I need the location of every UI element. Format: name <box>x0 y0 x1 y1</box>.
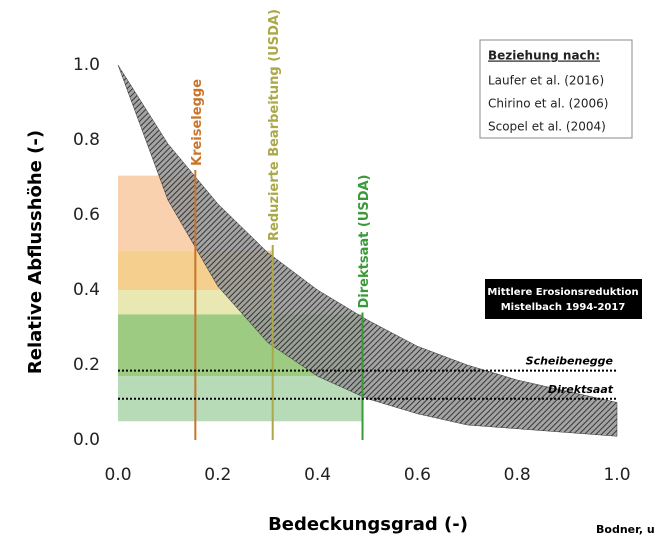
info-box-text: Mistelbach 1994-2017 <box>501 302 626 313</box>
legend-entry: Chirino et al. (2006) <box>488 97 608 111</box>
legend-title: Beziehung nach: <box>488 49 600 63</box>
y-tick-label: 0.2 <box>73 355 100 375</box>
info-box-text: Mittlere Erosionsreduktion <box>487 287 638 298</box>
y-tick-label: 1.0 <box>73 55 100 75</box>
legend-entry: Scopel et al. (2004) <box>488 120 606 134</box>
x-axis-label: Bedeckungsgrad (-) <box>268 514 468 535</box>
y-axis-label: Relative Abflusshöhe (-) <box>25 130 46 374</box>
marker-label: Reduzierte Bearbeitung (USDA) <box>267 9 282 241</box>
marker-label: Direktsaat (USDA) <box>357 174 372 308</box>
marker-label: Kreiselegge <box>190 79 205 166</box>
reference-label: Direktsaat <box>548 383 614 396</box>
y-tick-label: 0.6 <box>73 205 100 225</box>
x-tick-label: 0.0 <box>104 465 131 485</box>
x-tick-label: 0.4 <box>304 465 331 485</box>
credit: Bodner, u <box>596 523 655 536</box>
info-box <box>485 279 642 319</box>
y-tick-label: 0.8 <box>73 130 100 150</box>
x-tick-label: 0.2 <box>204 465 231 485</box>
x-tick-label: 0.8 <box>504 465 531 485</box>
x-tick-label: 1.0 <box>603 465 630 485</box>
reference-label: Scheibenegge <box>526 355 614 368</box>
legend-box <box>479 39 633 139</box>
legend-entry: Laufer et al. (2016) <box>488 74 604 88</box>
x-tick-label: 0.6 <box>404 465 431 485</box>
y-tick-label: 0.4 <box>73 280 100 300</box>
y-tick-label: 0.0 <box>73 430 100 450</box>
